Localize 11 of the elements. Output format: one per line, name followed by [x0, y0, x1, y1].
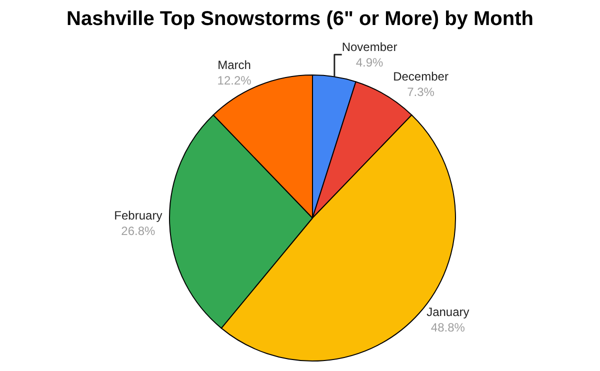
slice-label: March — [218, 58, 251, 72]
data-label: 7.3% — [407, 85, 435, 100]
data-label: 12.2% — [217, 73, 252, 88]
slice-label: November — [342, 40, 398, 54]
slice-label: February — [114, 208, 162, 223]
data-label: 4.9% — [356, 55, 384, 70]
data-label: 26.8% — [121, 224, 156, 238]
data-label: 48.8% — [430, 320, 466, 335]
slice-label: January — [426, 305, 470, 320]
chart-title: Nashville Top Snowstorms (6" or More) by Month — [66, 8, 534, 30]
slice-label: December — [393, 69, 448, 84]
